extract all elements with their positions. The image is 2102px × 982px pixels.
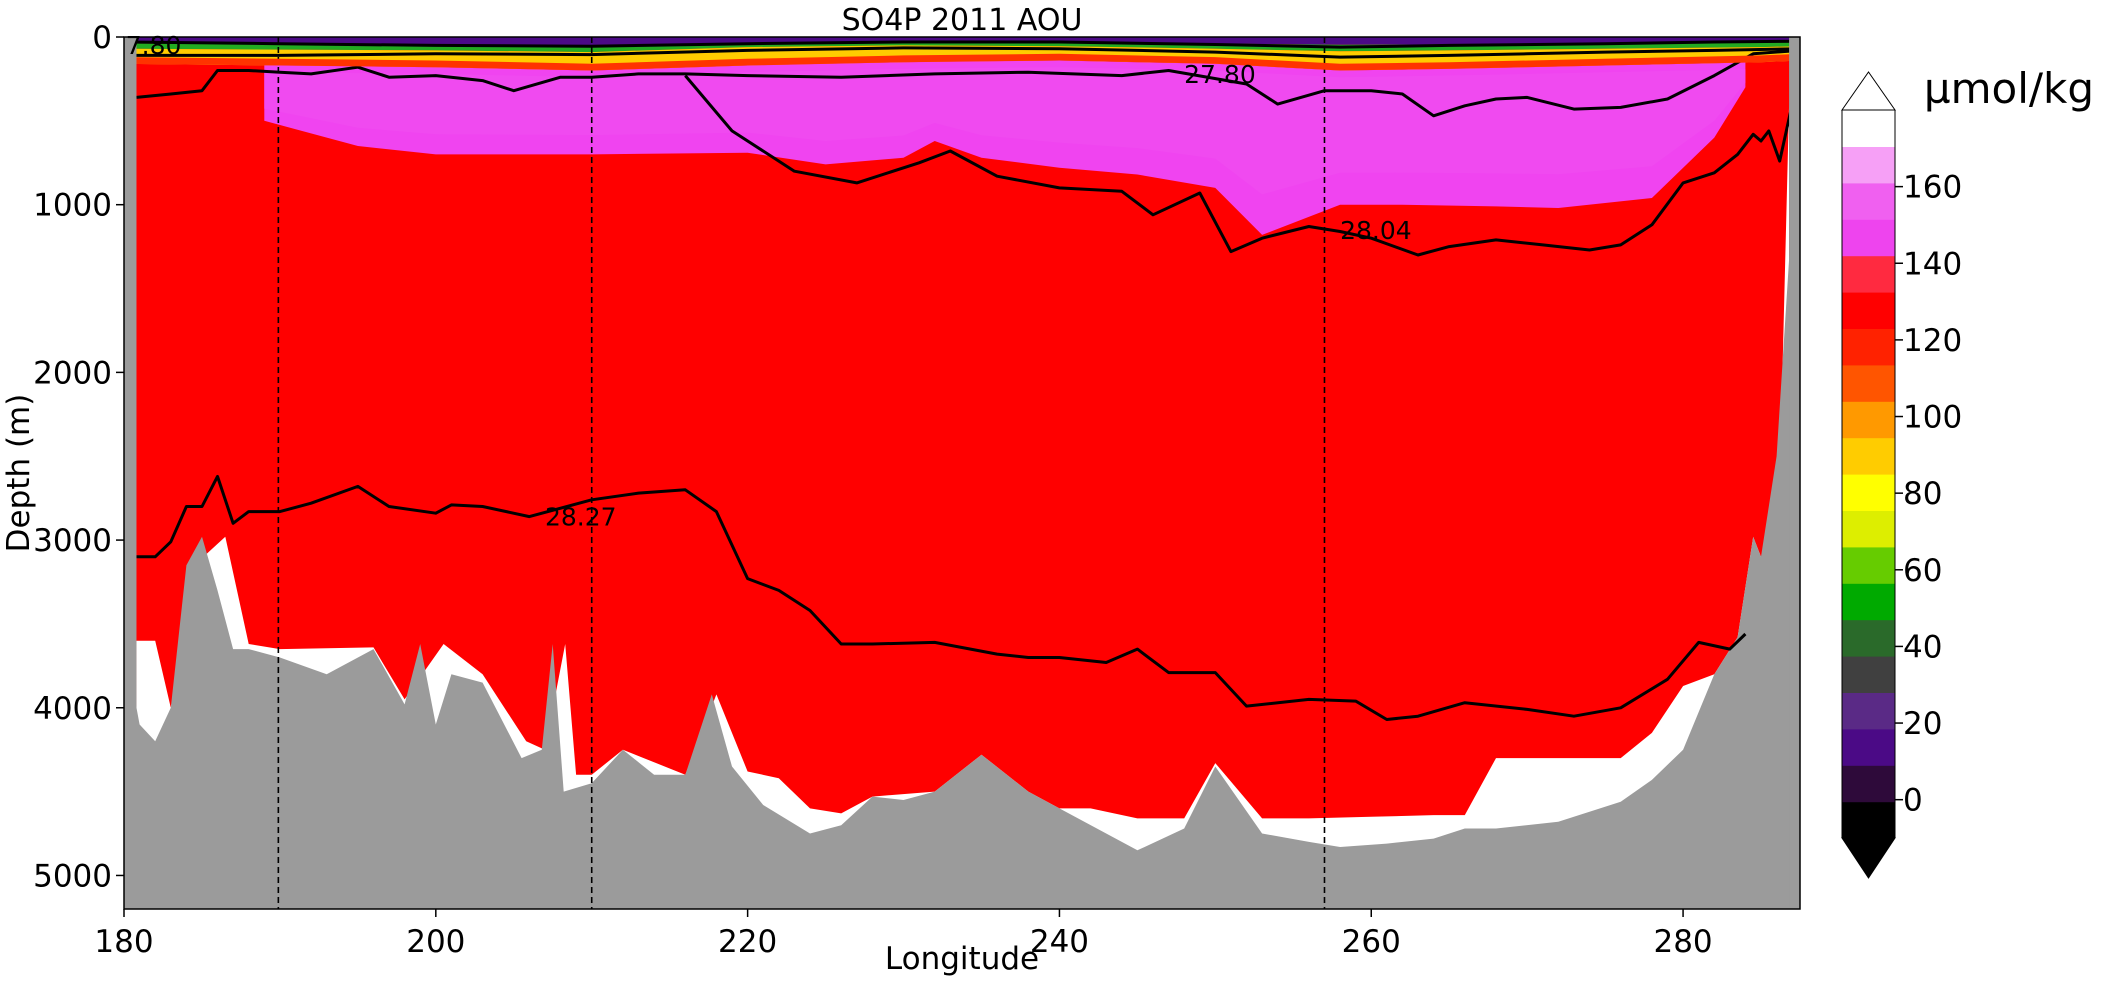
colorbar-tick-label: 140 (1903, 246, 1962, 282)
colorbar-segment (1842, 510, 1895, 548)
colorbar-tick-label: 120 (1903, 323, 1962, 359)
x-tick-label: 260 (1342, 924, 1401, 960)
chart-title: SO4P 2011 AOU (842, 3, 1083, 38)
contour-label: 28.04 (1340, 216, 1412, 245)
x-axis-label: Longitude (885, 941, 1039, 977)
colorbar-segment (1842, 364, 1895, 402)
contour-line (136, 474, 1747, 721)
colorbar-tick-label: 20 (1903, 706, 1942, 742)
x-tick-label: 240 (1030, 924, 1089, 960)
surface-green-layer (124, 41, 1800, 53)
colorbar-segment (1842, 182, 1895, 220)
colorbar-tick-label: 160 (1903, 170, 1962, 206)
colorbar-segment (1842, 401, 1895, 439)
y-tick-label: 4000 (33, 691, 112, 727)
colorbar-segment (1842, 801, 1895, 839)
plot-frame (123, 36, 1801, 910)
colorbar-tick-label: 80 (1903, 476, 1942, 512)
colorbar-segment (1842, 219, 1895, 257)
x-tick-label: 180 (94, 924, 153, 960)
x-tick-label: 200 (406, 924, 465, 960)
contour-line (124, 46, 1800, 59)
right-wall (1789, 37, 1800, 909)
colorbar-segment (1842, 728, 1895, 766)
colorbar-tick-label: 60 (1903, 553, 1942, 589)
colorbar-segment (1842, 474, 1895, 511)
x-axis: 180 200 220 240 260 280 (94, 909, 1713, 960)
colorbar-segment (1842, 583, 1895, 621)
y-tick-label: 2000 (33, 355, 112, 391)
section-lines (277, 37, 1326, 909)
y-tick-label: 1000 (33, 188, 112, 224)
colorbar-frame (1841, 110, 1896, 838)
contour-line (124, 39, 1800, 49)
contour-line (684, 74, 1794, 257)
x-tick-label: 220 (718, 924, 777, 960)
colorbar-unit: µmol/kg (1924, 64, 2094, 113)
y-tick-label: 3000 (33, 523, 112, 559)
plot-area (124, 37, 1800, 909)
colorbar-segment (1842, 619, 1895, 657)
colorbar-tick-label: 40 (1903, 629, 1942, 665)
colorbar-extend-min (1841, 837, 1896, 879)
contour-label-partial: 7.80 (126, 31, 182, 60)
colorbar-segment (1842, 328, 1895, 366)
contour-line (136, 48, 1800, 118)
colorbar-segment (1842, 146, 1895, 184)
colorbar-segment (1842, 765, 1895, 803)
colorbar-segment (1842, 437, 1895, 475)
contour-label: 28.27 (545, 503, 617, 532)
y-axis: 0 1000 2000 3000 4000 5000 (33, 20, 124, 894)
colorbar-segment (1842, 656, 1895, 693)
contour-label: 27.80 (1184, 60, 1256, 89)
colorbar-tick-label: 0 (1903, 783, 1923, 819)
y-tick-label: 0 (92, 20, 112, 56)
colorbar-tick-label: 100 (1903, 400, 1962, 436)
contour-labels: 27.80 28.04 28.27 7.80 (126, 31, 1412, 532)
colorbar-extend-max (1841, 71, 1896, 111)
surface-red-ring (124, 53, 1800, 71)
bottom-topography (124, 37, 1800, 909)
colorbar-segment (1842, 292, 1895, 329)
colorbar-segment (1842, 110, 1895, 147)
colorbar-segment (1842, 255, 1895, 293)
density-contours (124, 39, 1800, 721)
left-wall (124, 37, 137, 909)
colorbar-segment (1842, 546, 1895, 584)
colorbar-segment (1842, 692, 1895, 730)
y-axis-label: Depth (m) (1, 394, 37, 553)
colorbar: 0 20 40 60 80 100 120 140 160 (1841, 71, 1962, 879)
high-aou-core (264, 67, 1746, 195)
x-tick-label: 280 (1653, 924, 1712, 960)
y-tick-label: 5000 (33, 858, 112, 894)
